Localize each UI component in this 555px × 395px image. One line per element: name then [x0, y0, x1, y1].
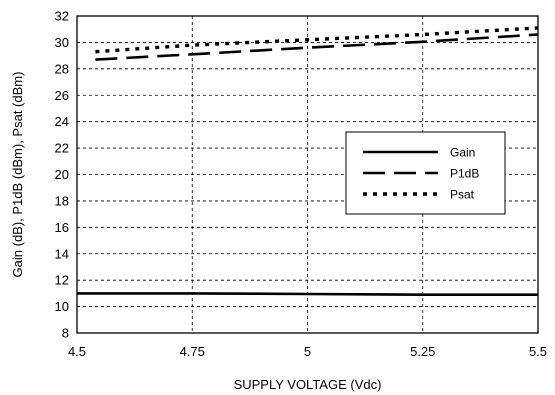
x-tick-label: 5: [304, 344, 311, 359]
x-axis-ticks: 4.5 4.75 5 5.25 5.5: [68, 344, 547, 359]
x-tick-label: 5.25: [410, 344, 435, 359]
y-axis-ticks: 8 10 12 14 16 18 20 22 24 26 28 30 32: [55, 9, 69, 341]
legend-label-psat: Psat: [450, 188, 475, 202]
y-tick-label: 22: [55, 141, 69, 156]
y-tick-label: 24: [55, 114, 69, 129]
y-tick-label: 16: [55, 220, 69, 235]
legend: Gain P1dB Psat: [345, 131, 506, 215]
y-axis-title: Gain (dB), P1dB (dBm), Psat (dBm): [10, 72, 25, 278]
legend-label-gain: Gain: [450, 146, 475, 160]
series-lines: [77, 26, 539, 297]
series-line-p1db: [95, 33, 539, 61]
y-tick-label: 28: [55, 61, 69, 76]
y-tick-label: 20: [55, 167, 69, 182]
series-line-psat: [95, 26, 539, 54]
y-tick-label: 26: [55, 88, 69, 103]
y-tick-label: 30: [55, 35, 69, 50]
plot-area-frame: [76, 15, 539, 334]
y-tick-label: 32: [55, 9, 69, 24]
y-tick-label: 10: [55, 299, 69, 314]
x-tick-label: 4.5: [68, 344, 86, 359]
legend-label-p1db: P1dB: [450, 167, 479, 181]
x-tick-label: 5.5: [529, 344, 547, 359]
y-tick-label: 14: [55, 246, 69, 261]
x-tick-label: 4.75: [180, 344, 205, 359]
y-tick-label: 8: [62, 326, 69, 341]
series-line-gain: [77, 292, 538, 297]
y-tick-label: 12: [55, 273, 69, 288]
x-axis-title: SUPPLY VOLTAGE (Vdc): [234, 377, 382, 392]
y-tick-label: 18: [55, 193, 69, 208]
